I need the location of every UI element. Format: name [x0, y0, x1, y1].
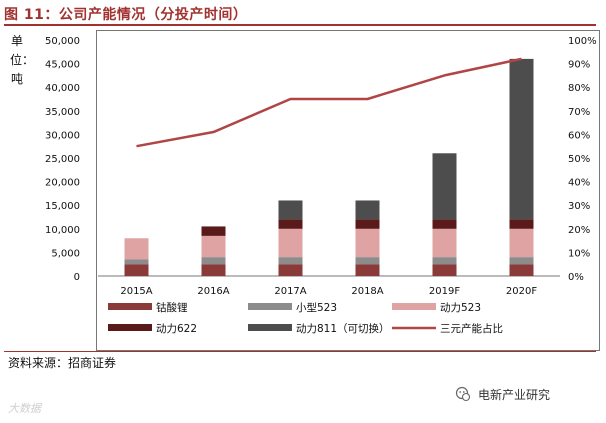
x-tick-label: 2015A	[120, 286, 152, 297]
y-tick-label: 40,000	[45, 83, 80, 94]
chart-svg: 0 5,000 10,000 15,000 20,000 25,000 30,000 35,0…	[45, 36, 597, 335]
bar-segment	[201, 226, 226, 236]
y-tick-label: 15,000	[45, 201, 80, 212]
y2-tick-label: 30%	[568, 201, 590, 212]
bar-segment	[124, 264, 149, 276]
bar-segment	[432, 219, 457, 229]
bar-segment	[355, 257, 380, 265]
bar-segment	[278, 264, 303, 276]
x-tick-label: 2018A	[351, 286, 383, 297]
y-tick-label: 30,000	[45, 130, 80, 141]
legend-label: 三元产能占比	[440, 322, 503, 335]
bar-segment	[355, 264, 380, 276]
bar-segment	[432, 264, 457, 276]
bar-segment	[509, 257, 534, 265]
bar-segment	[509, 228, 534, 258]
bar-segment	[278, 228, 303, 258]
y-tick-label: 25,000	[45, 154, 80, 165]
legend-label: 动力622	[156, 322, 197, 335]
y2-tick-label: 20%	[568, 225, 590, 236]
x-tick-label: 2019F	[429, 286, 460, 297]
x-tick-label: 2020F	[506, 286, 537, 297]
legend-swatch	[108, 324, 152, 331]
y2-tick-label: 100%	[568, 36, 597, 47]
chart-frame	[96, 30, 600, 351]
legend-label: 钴酸锂	[156, 301, 188, 314]
bar-segment	[201, 257, 226, 265]
legend-swatch	[392, 303, 436, 310]
bar-segment	[124, 238, 149, 260]
y-tick-label: 20,000	[45, 178, 80, 189]
y2-tick-label: 90%	[568, 60, 590, 71]
bar-segment	[278, 200, 303, 220]
watermark: 大数据	[8, 402, 41, 415]
legend-label: 动力811（可切换）	[296, 322, 390, 335]
ternary-share-line	[136, 57, 522, 148]
account-name: 电新产业研究	[478, 388, 551, 402]
y-tick-label: 35,000	[45, 107, 80, 118]
y2-tick-label: 80%	[568, 83, 590, 94]
title-divider	[4, 24, 596, 26]
bar-segment	[432, 153, 457, 220]
bar-segment	[278, 257, 303, 265]
y-tick-label: 45,000	[45, 60, 80, 71]
y-tick-label: 10,000	[45, 225, 80, 236]
bar-segment	[355, 219, 380, 229]
y-tick-label: 0	[74, 272, 80, 283]
bar-segment	[432, 228, 457, 258]
source-note: 资料来源：招商证券	[8, 356, 117, 370]
legend-label: 动力523	[440, 301, 481, 314]
y2-tick-label: 0%	[568, 272, 584, 283]
y-tick-label: 5,000	[51, 248, 80, 259]
bar-segment	[432, 257, 457, 265]
bar-segment	[201, 264, 226, 276]
y2-tick-label: 70%	[568, 107, 590, 118]
bar-segment	[509, 58, 534, 220]
y2-tick-label: 40%	[568, 178, 590, 189]
x-tick-label: 2017A	[274, 286, 306, 297]
x-tick-label: 2016A	[197, 286, 229, 297]
legend-swatch	[108, 303, 152, 310]
source-divider	[4, 351, 596, 352]
bar-segment	[124, 259, 149, 265]
chart-title: 图 11：公司产能情况（分投产时间）	[4, 7, 248, 23]
bar-segment	[509, 264, 534, 276]
legend-swatch	[248, 303, 292, 310]
legend-swatch	[248, 324, 292, 331]
wechat-icon	[455, 386, 471, 402]
y-tick-label: 50,000	[45, 36, 80, 47]
bar-segment	[278, 219, 303, 229]
y2-tick-label: 50%	[568, 154, 590, 165]
y2-tick-label: 10%	[568, 248, 590, 259]
bar-segment	[201, 235, 226, 258]
legend-label: 小型523	[296, 301, 337, 314]
bar-segment	[355, 228, 380, 258]
bar-segment	[509, 219, 534, 229]
bar-segment	[355, 200, 380, 220]
y2-tick-label: 60%	[568, 130, 590, 141]
